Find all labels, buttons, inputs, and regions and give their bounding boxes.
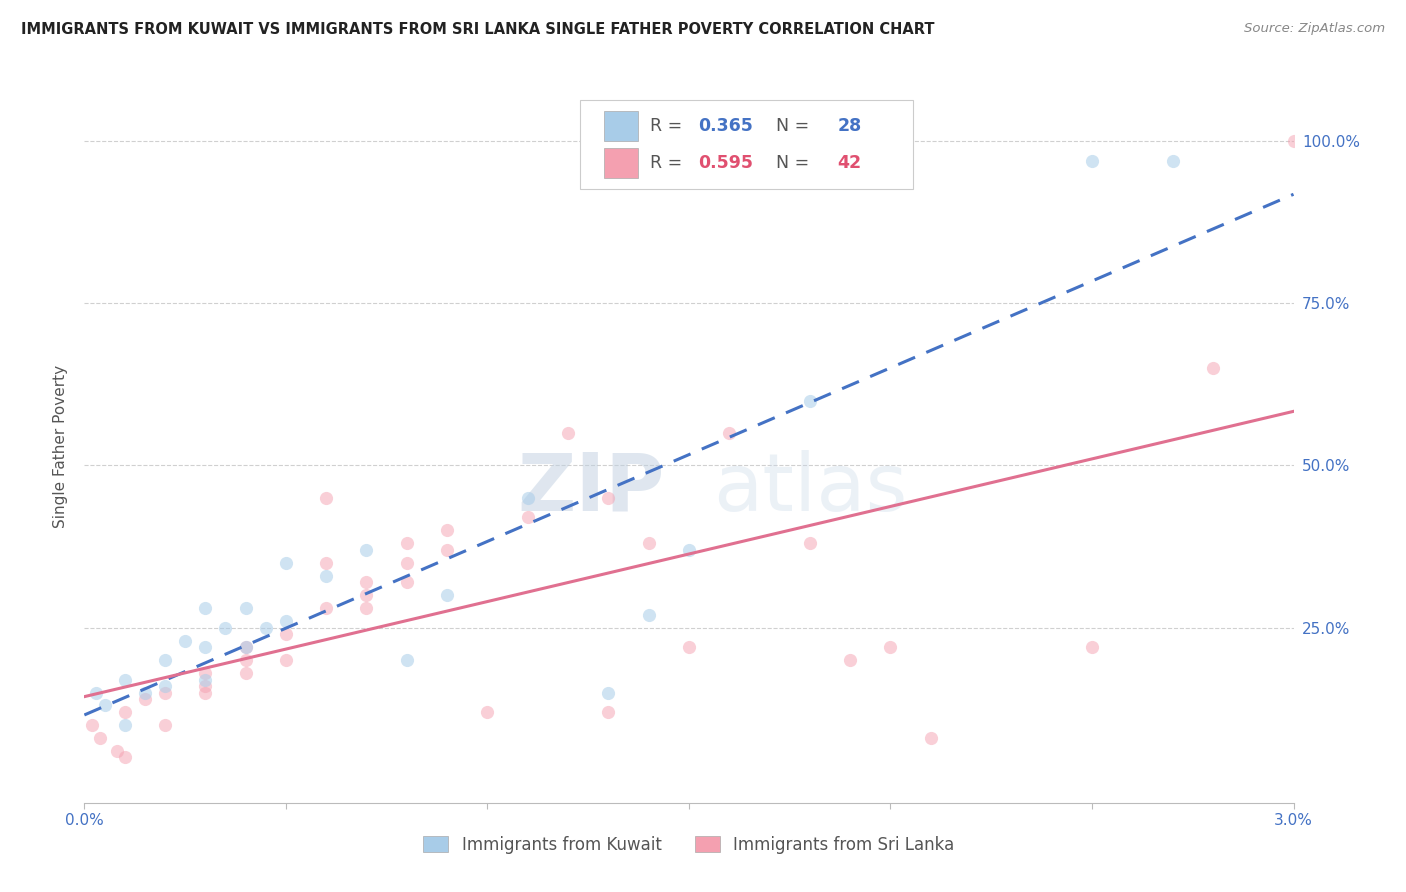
Y-axis label: Single Father Poverty: Single Father Poverty bbox=[53, 365, 69, 527]
Point bbox=[134, 685, 156, 699]
Point bbox=[1081, 153, 1104, 168]
Text: IMMIGRANTS FROM KUWAIT VS IMMIGRANTS FROM SRI LANKA SINGLE FATHER POVERTY CORREL: IMMIGRANTS FROM KUWAIT VS IMMIGRANTS FRO… bbox=[21, 22, 935, 37]
Point bbox=[153, 718, 176, 732]
Point bbox=[114, 750, 136, 764]
Point bbox=[395, 556, 418, 570]
Point bbox=[436, 524, 458, 538]
Bar bbox=[605, 111, 638, 141]
Point bbox=[274, 556, 297, 570]
Point bbox=[395, 536, 418, 550]
Point bbox=[89, 731, 111, 745]
Text: R =: R = bbox=[650, 154, 688, 172]
Point bbox=[678, 542, 700, 557]
Point bbox=[1161, 153, 1184, 168]
Point bbox=[194, 679, 217, 693]
Point bbox=[82, 718, 104, 732]
Point bbox=[235, 640, 257, 654]
Point bbox=[718, 425, 741, 440]
Point bbox=[114, 718, 136, 732]
Text: 42: 42 bbox=[838, 154, 862, 172]
Point bbox=[839, 653, 862, 667]
Point bbox=[436, 542, 458, 557]
Point bbox=[637, 607, 659, 622]
Point bbox=[235, 640, 257, 654]
Point bbox=[1202, 361, 1225, 376]
Point bbox=[174, 633, 197, 648]
Point bbox=[114, 673, 136, 687]
Text: N =: N = bbox=[765, 154, 815, 172]
Point bbox=[274, 653, 297, 667]
Point bbox=[799, 393, 821, 408]
Text: 28: 28 bbox=[838, 117, 862, 135]
Point bbox=[235, 601, 257, 615]
Point bbox=[153, 685, 176, 699]
Point bbox=[235, 666, 257, 681]
Point bbox=[436, 588, 458, 602]
Point bbox=[153, 679, 176, 693]
Point bbox=[134, 692, 156, 706]
Point bbox=[274, 614, 297, 628]
Point bbox=[1282, 134, 1305, 148]
Point bbox=[105, 744, 128, 758]
Point bbox=[557, 425, 579, 440]
Point bbox=[477, 705, 499, 719]
Text: 0.595: 0.595 bbox=[699, 154, 754, 172]
Point bbox=[235, 653, 257, 667]
Point bbox=[516, 510, 538, 524]
Point bbox=[274, 627, 297, 641]
Point bbox=[678, 640, 700, 654]
Text: R =: R = bbox=[650, 117, 688, 135]
Point bbox=[254, 621, 277, 635]
Point bbox=[879, 640, 901, 654]
Point bbox=[637, 536, 659, 550]
Text: ZIP: ZIP bbox=[517, 450, 665, 528]
Point bbox=[516, 491, 538, 505]
Point bbox=[920, 731, 942, 745]
Point bbox=[315, 568, 337, 582]
Point bbox=[315, 601, 337, 615]
Point bbox=[395, 653, 418, 667]
Point bbox=[214, 621, 236, 635]
Text: 0.365: 0.365 bbox=[699, 117, 754, 135]
Point bbox=[315, 491, 337, 505]
Text: N =: N = bbox=[765, 117, 815, 135]
Point bbox=[799, 536, 821, 550]
Point bbox=[356, 542, 378, 557]
Legend: Immigrants from Kuwait, Immigrants from Sri Lanka: Immigrants from Kuwait, Immigrants from … bbox=[415, 828, 963, 863]
Point bbox=[598, 491, 620, 505]
Point bbox=[315, 556, 337, 570]
Point bbox=[356, 588, 378, 602]
Point bbox=[598, 685, 620, 699]
Point bbox=[153, 653, 176, 667]
Point bbox=[194, 673, 217, 687]
Point bbox=[114, 705, 136, 719]
Point bbox=[194, 601, 217, 615]
Point bbox=[93, 698, 115, 713]
Text: atlas: atlas bbox=[713, 450, 907, 528]
Point bbox=[356, 575, 378, 590]
Point bbox=[598, 705, 620, 719]
Point bbox=[395, 575, 418, 590]
Point bbox=[194, 666, 217, 681]
Point bbox=[194, 685, 217, 699]
FancyBboxPatch shape bbox=[581, 100, 912, 189]
Point bbox=[86, 685, 108, 699]
Bar bbox=[605, 148, 638, 178]
Point bbox=[194, 640, 217, 654]
Text: Source: ZipAtlas.com: Source: ZipAtlas.com bbox=[1244, 22, 1385, 36]
Point bbox=[356, 601, 378, 615]
Point bbox=[1081, 640, 1104, 654]
